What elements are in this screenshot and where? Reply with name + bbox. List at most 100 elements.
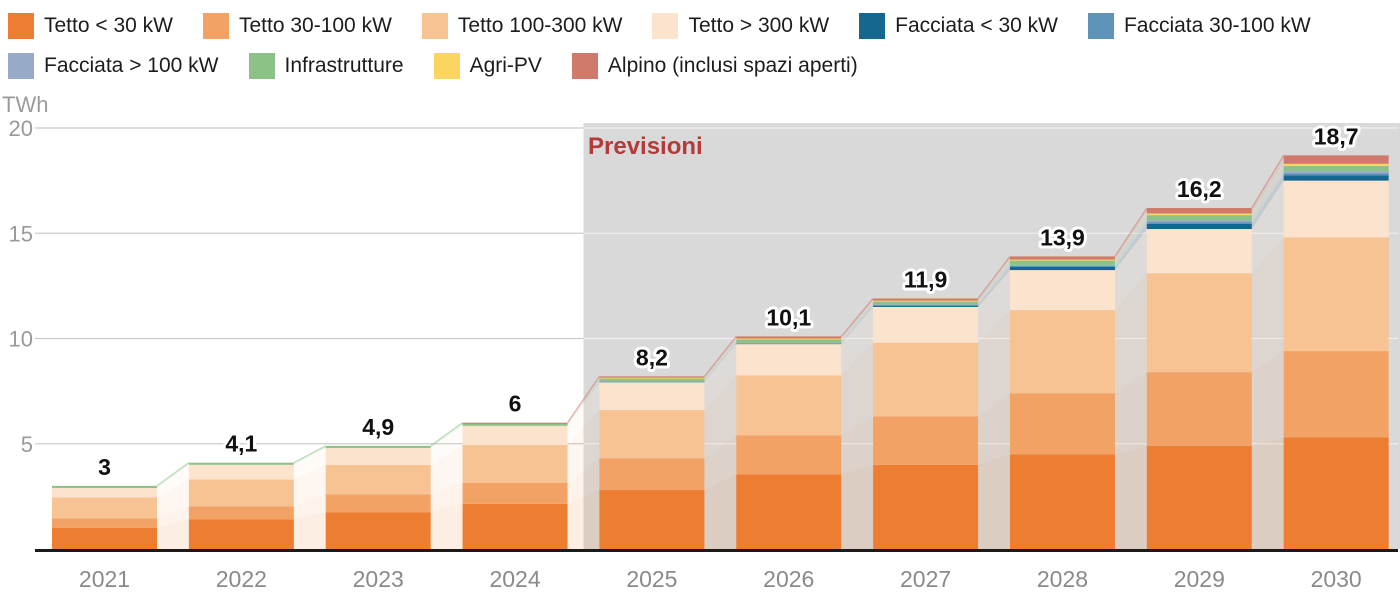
bar-segment — [52, 527, 157, 549]
bar-segment — [325, 445, 431, 448]
connector-band — [704, 474, 737, 549]
connector-band — [978, 454, 1010, 549]
legend-swatch — [652, 13, 679, 39]
x-tick-label: 2023 — [353, 566, 404, 592]
bar-total-label: 3 — [98, 454, 111, 480]
bar-segment — [1283, 351, 1389, 438]
bar-segment — [52, 485, 157, 488]
connector-band — [1251, 171, 1284, 223]
bar-total-label: 4,1 — [225, 431, 257, 457]
connector-band — [157, 479, 189, 519]
connector-band — [704, 375, 737, 459]
x-tick-label: 2021 — [79, 566, 130, 592]
connector-band — [1114, 223, 1147, 271]
forecast-region — [583, 123, 1400, 549]
bar-segment — [1283, 163, 1389, 166]
bar-segment — [462, 444, 568, 483]
bar-segment — [462, 425, 568, 445]
connector-band — [1251, 165, 1284, 221]
x-tick-label: 2024 — [489, 566, 540, 592]
bar-2024 — [462, 422, 568, 549]
x-tick-label: 2022 — [216, 566, 267, 592]
connector-band — [1251, 173, 1284, 224]
connector-top-line — [977, 255, 1011, 299]
legend-item: Facciata 30-100 kW — [1087, 12, 1311, 40]
bar-segment — [1283, 437, 1389, 549]
bar-segment — [1146, 273, 1252, 373]
bar-segment — [599, 410, 705, 459]
legend-swatch — [248, 53, 275, 79]
bar-2023 — [325, 445, 431, 549]
connector-band — [567, 410, 600, 483]
connector-band — [293, 464, 326, 507]
connector-band — [1114, 220, 1147, 266]
connector-top-line — [703, 335, 737, 377]
connector-band — [157, 464, 189, 498]
y-tick-label: 15 — [9, 221, 33, 246]
bar-segment — [52, 518, 157, 528]
bar-segment — [873, 464, 979, 549]
connector-band — [978, 266, 1010, 307]
legend-swatch — [433, 53, 460, 79]
connector-band — [567, 380, 600, 426]
bar-segment — [188, 506, 294, 520]
connector-top-line — [156, 462, 190, 487]
bar-segment — [325, 464, 431, 495]
bar-total-label: 18,7 — [1314, 123, 1359, 149]
connector-band — [841, 304, 874, 343]
bar-2030 — [1283, 155, 1389, 549]
connector-band — [841, 305, 874, 344]
legend: Tetto < 30 kW Tetto 30-100 kW Tetto 100-30… — [8, 12, 1394, 80]
connector-band — [704, 339, 737, 381]
x-tick-label: 2029 — [1174, 566, 1225, 592]
bar-segment — [736, 474, 842, 549]
connector-band — [157, 506, 189, 528]
connector-band — [841, 301, 874, 343]
legend-item-label: Infrastrutture — [284, 54, 404, 77]
bar-segment — [325, 447, 431, 465]
x-tick-label: 2028 — [1037, 566, 1088, 592]
y-tick-label: 20 — [9, 116, 33, 141]
bar-segment — [1009, 393, 1115, 455]
connector-band — [157, 519, 189, 549]
bar-segment — [736, 375, 842, 436]
connector-band — [1251, 237, 1284, 373]
forecast-label: Previsioni — [588, 133, 703, 160]
connector-band — [1114, 213, 1147, 261]
bar-total-label: 6 — [509, 391, 522, 417]
connector-band — [841, 300, 874, 340]
connector-top-line — [1114, 207, 1148, 257]
connector-top-line — [566, 375, 600, 424]
bar-segment — [1009, 265, 1115, 267]
bar-segment — [1146, 215, 1252, 221]
bar-segment — [1009, 260, 1115, 265]
bar-segment — [736, 435, 842, 475]
connector-band — [1251, 437, 1284, 549]
bar-total-label: 13,9 — [1040, 224, 1085, 250]
legend-item: Tetto > 300 kW — [652, 12, 829, 40]
connector-top-line — [293, 445, 327, 464]
connector-band — [430, 444, 463, 495]
legend-swatch — [859, 13, 886, 39]
connector-band — [293, 447, 326, 480]
bar-segment — [1146, 207, 1252, 214]
legend-item-label: Facciata < 30 kW — [895, 14, 1058, 37]
connector-band — [293, 512, 326, 549]
bar-segment — [873, 306, 979, 343]
connector-band — [1251, 180, 1284, 274]
x-tick-label: 2030 — [1311, 566, 1362, 592]
bar-total-label: 10,1 — [766, 304, 811, 330]
bar-segment — [52, 497, 157, 519]
bar-segment — [1146, 220, 1252, 223]
bar-segment — [736, 336, 842, 339]
bar-segment — [1009, 270, 1115, 311]
bar-segment — [873, 416, 979, 465]
connector-band — [1114, 215, 1147, 265]
bar-segment — [1283, 165, 1389, 172]
connector-band — [978, 259, 1010, 302]
connector-band — [978, 310, 1010, 417]
bar-segment — [1009, 454, 1115, 549]
y-axis-unit-label: TWh — [2, 92, 49, 117]
bar-segment — [736, 338, 842, 340]
connector-band — [978, 260, 1010, 305]
